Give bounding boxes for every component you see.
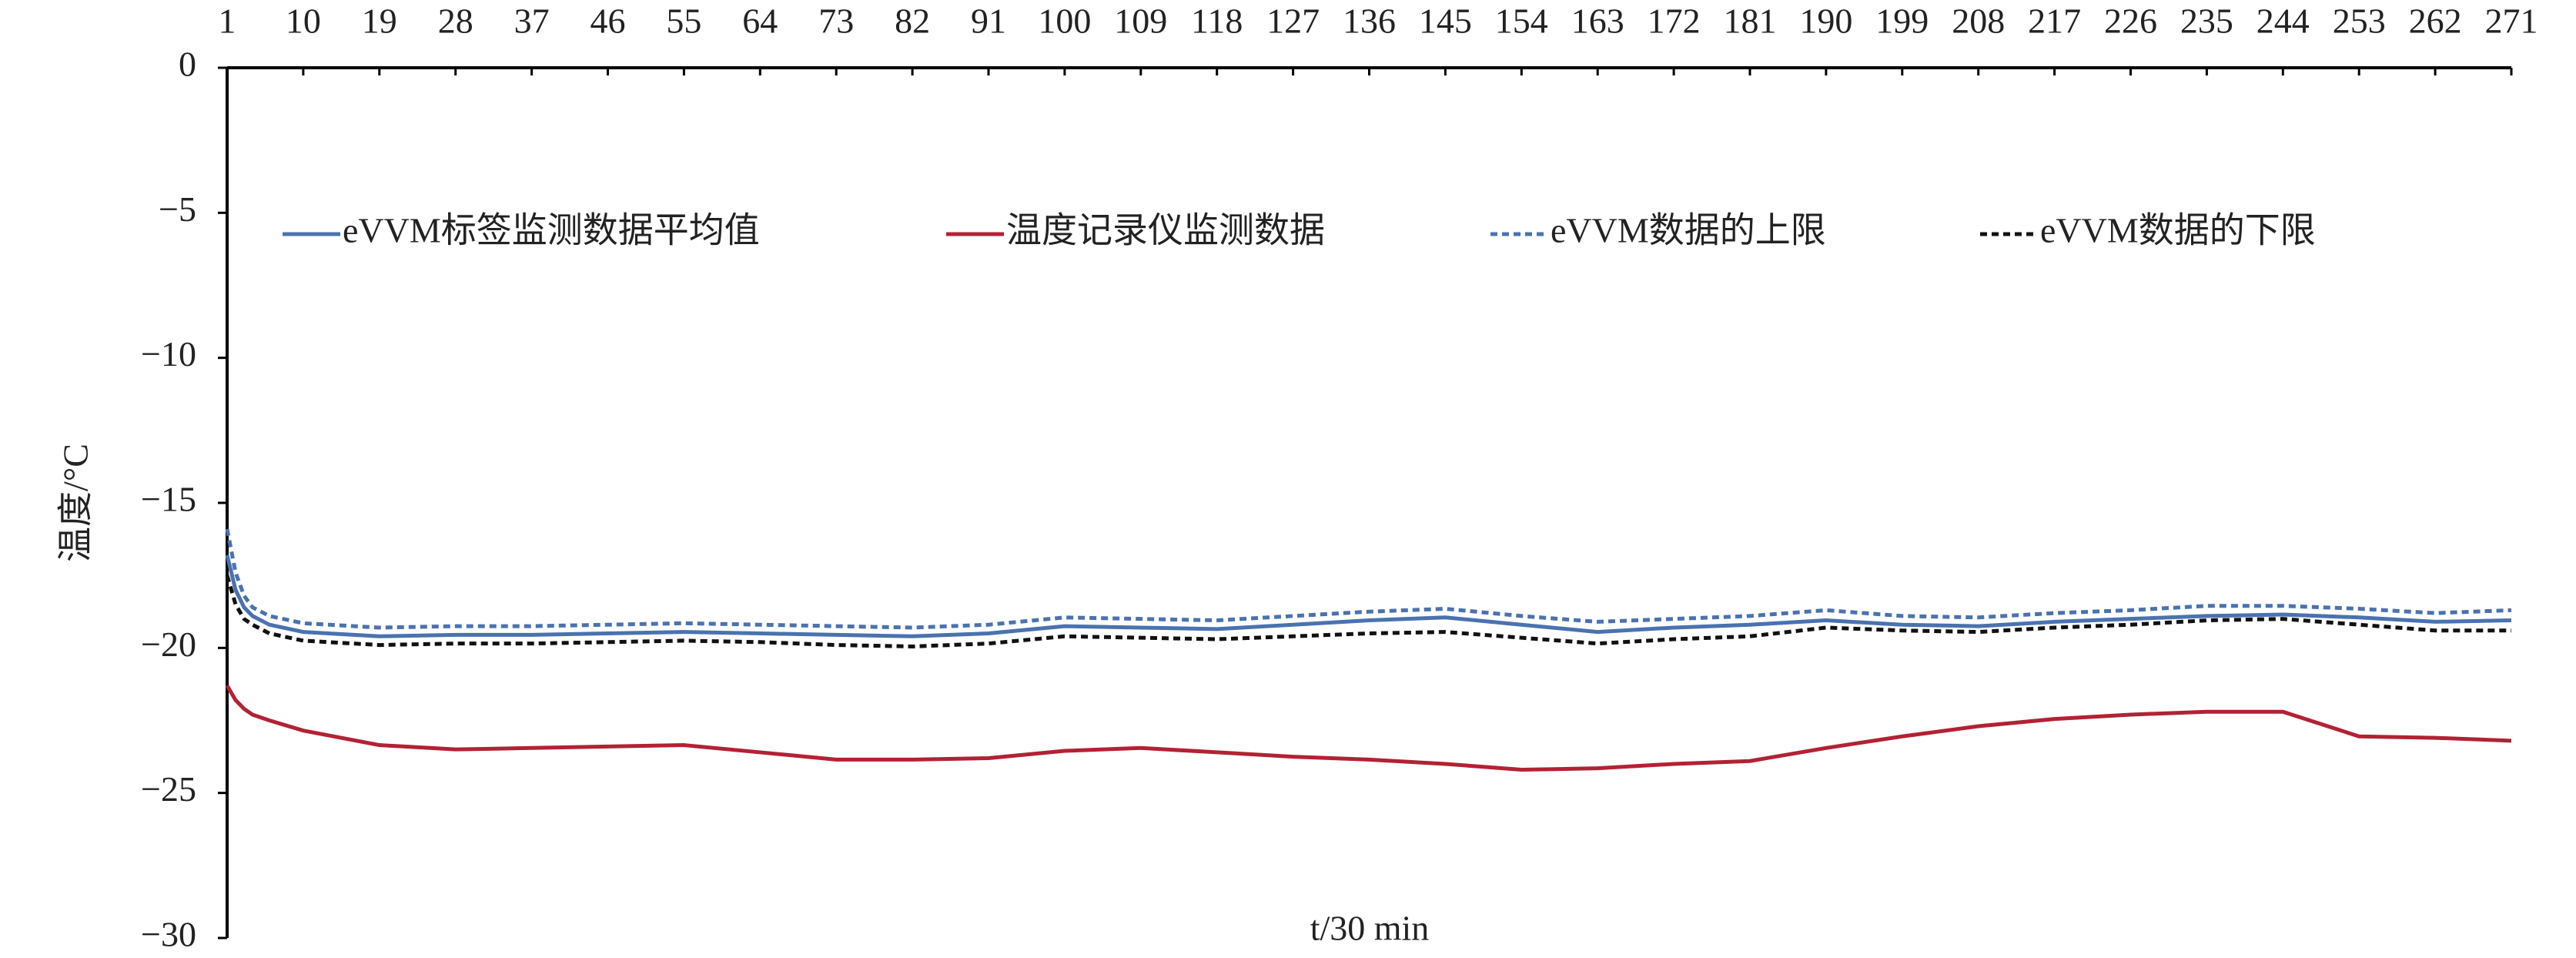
x-tick-label: 235 bbox=[2180, 2, 2233, 41]
legend-label: eVVM标签监测数据平均值 bbox=[343, 211, 760, 250]
x-tick-label: 226 bbox=[2104, 2, 2157, 41]
x-tick-label: 253 bbox=[2333, 2, 2386, 41]
series-line bbox=[225, 528, 2512, 630]
x-tick-label: 73 bbox=[818, 2, 854, 41]
series-line bbox=[225, 685, 2512, 772]
series-line bbox=[225, 574, 2511, 648]
x-tick-label: 172 bbox=[1648, 2, 1701, 41]
x-tick-label: 109 bbox=[1114, 2, 1167, 41]
x-tick-label: 244 bbox=[2257, 2, 2310, 41]
x-tick-label: 37 bbox=[514, 2, 550, 41]
x-tick-label: 262 bbox=[2409, 2, 2462, 41]
x-tick-label: 46 bbox=[590, 2, 626, 41]
y-tick-label: −15 bbox=[141, 480, 196, 519]
x-tick-label: 100 bbox=[1038, 2, 1091, 41]
x-tick-label: 55 bbox=[666, 2, 701, 41]
x-tick-label: 145 bbox=[1419, 2, 1472, 41]
x-tick-label: 181 bbox=[1724, 2, 1777, 41]
x-tick-label: 127 bbox=[1266, 2, 1320, 41]
x-tick-label: 190 bbox=[1799, 2, 1852, 41]
y-axis-label: 温度/°C bbox=[56, 444, 95, 562]
legend-label: 温度记录仪监测数据 bbox=[1006, 211, 1325, 250]
legend-label: eVVM数据的上限 bbox=[1551, 211, 1826, 250]
x-tick-label: 163 bbox=[1571, 2, 1624, 41]
x-tick-label: 208 bbox=[1952, 2, 2005, 41]
y-tick-label: −25 bbox=[141, 769, 196, 809]
x-tick-label: 10 bbox=[286, 2, 321, 41]
x-axis-label: t/30 min bbox=[1310, 909, 1430, 948]
x-tick-label: 199 bbox=[1875, 2, 1929, 41]
x-tick-label: 19 bbox=[362, 2, 397, 41]
y-tick-label: −5 bbox=[159, 189, 196, 229]
x-tick-label: 82 bbox=[895, 2, 930, 41]
x-tick-label: 136 bbox=[1343, 2, 1396, 41]
x-tick-label: 91 bbox=[971, 2, 1006, 41]
y-tick-label: −20 bbox=[141, 625, 196, 664]
x-tick-label: 271 bbox=[2485, 2, 2538, 41]
legend-label: eVVM数据的下限 bbox=[2040, 211, 2316, 250]
x-tick-label: 64 bbox=[742, 2, 778, 41]
series-line bbox=[225, 554, 2512, 638]
x-tick-label: 154 bbox=[1495, 2, 1548, 41]
x-tick-label: 118 bbox=[1191, 2, 1243, 41]
y-tick-label: −30 bbox=[141, 915, 196, 954]
x-tick-label: 217 bbox=[2028, 2, 2081, 41]
x-tick-label: 1 bbox=[219, 2, 236, 41]
x-tick-label: 28 bbox=[438, 2, 473, 41]
y-tick-label: −10 bbox=[141, 334, 196, 373]
y-tick-label: 0 bbox=[179, 45, 196, 84]
